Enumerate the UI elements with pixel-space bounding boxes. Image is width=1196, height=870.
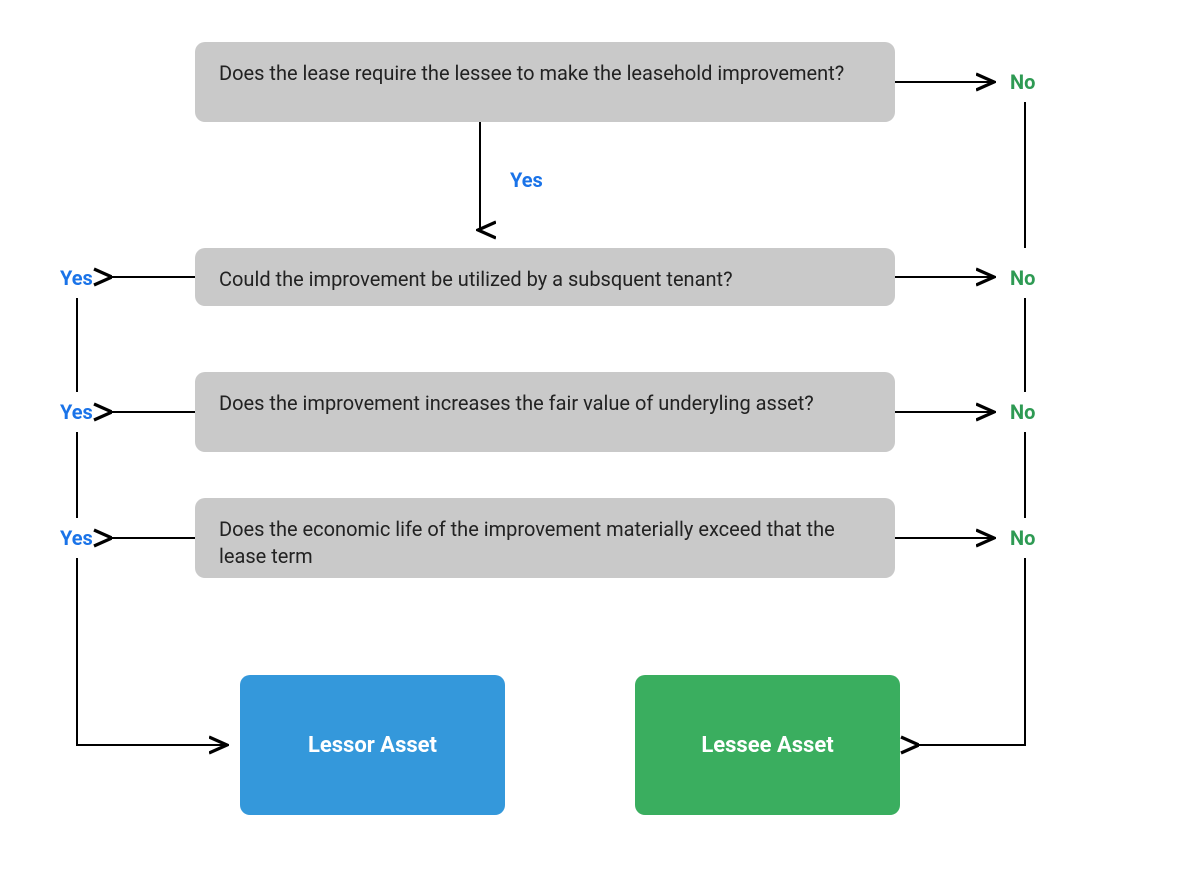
edge-label-no: No	[1010, 70, 1035, 94]
result-lessor-asset: Lessor Asset	[240, 675, 505, 815]
question-text: Does the lease require the lessee to mak…	[219, 61, 844, 85]
edge-label-yes: Yes	[60, 526, 93, 550]
question-text: Does the improvement increases the fair …	[219, 391, 814, 415]
edge-label-no: No	[1010, 526, 1035, 550]
question-box-3: Does the improvement increases the fair …	[195, 372, 895, 452]
question-box-2: Could the improvement be utilized by a s…	[195, 248, 895, 306]
edge-label-yes: Yes	[510, 168, 543, 192]
edge-label-no: No	[1010, 400, 1035, 424]
question-box-1: Does the lease require the lessee to mak…	[195, 42, 895, 122]
question-text: Could the improvement be utilized by a s…	[219, 267, 733, 291]
result-label: Lessor Asset	[308, 733, 437, 758]
edge-label-yes: Yes	[60, 266, 93, 290]
edge-label-yes: Yes	[60, 400, 93, 424]
result-label: Lessee Asset	[701, 733, 833, 758]
question-box-4: Does the economic life of the improvemen…	[195, 498, 895, 578]
result-lessee-asset: Lessee Asset	[635, 675, 900, 815]
edge-label-no: No	[1010, 266, 1035, 290]
question-text: Does the economic life of the improvemen…	[219, 517, 835, 568]
